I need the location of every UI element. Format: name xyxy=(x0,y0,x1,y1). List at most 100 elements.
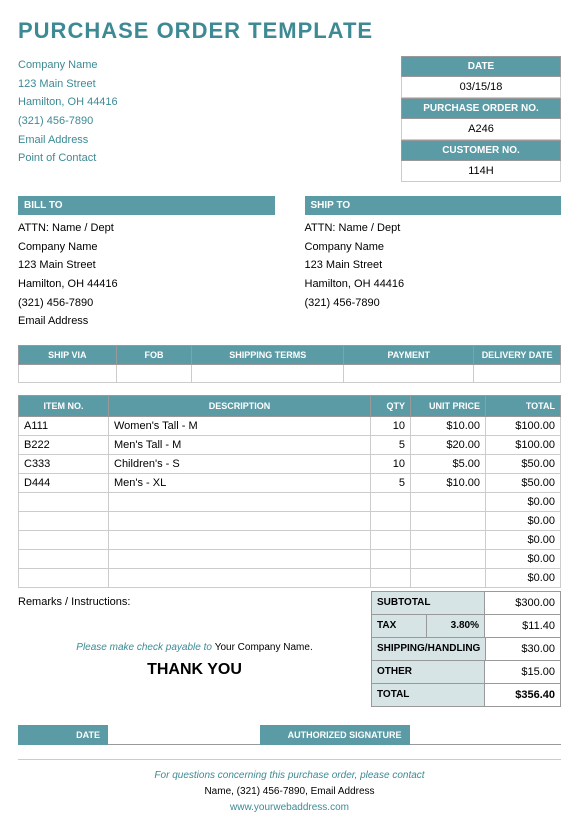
payable-name: Your Company Name. xyxy=(215,642,313,653)
item-row: $0.00 xyxy=(19,493,561,512)
thank-you: THANK YOU xyxy=(18,661,371,679)
price-header: UNIT PRICE xyxy=(411,396,486,417)
subtotal-value: $300.00 xyxy=(485,592,560,614)
item-total: $0.00 xyxy=(486,569,561,588)
shipto-city: Hamilton, OH 44416 xyxy=(305,275,562,294)
totals-box: SUBTOTAL $300.00 TAX 3.80% $11.40 SHIPPI… xyxy=(371,592,561,707)
item-desc xyxy=(109,569,371,588)
other-label: OTHER xyxy=(372,661,485,683)
shipto-street: 123 Main Street xyxy=(305,256,562,275)
billto-header: BILL TO xyxy=(18,196,275,215)
item-no: B222 xyxy=(19,436,109,455)
item-row: $0.00 xyxy=(19,512,561,531)
item-qty: 5 xyxy=(371,474,411,493)
tax-label: TAX xyxy=(372,615,427,637)
shipto-col: SHIP TO ATTN: Name / Dept Company Name 1… xyxy=(305,196,562,331)
item-desc: Men's - XL xyxy=(109,474,371,493)
billto-name: Company Name xyxy=(18,238,275,257)
footer-line2: Name, (321) 456-7890, Email Address xyxy=(18,784,561,800)
signature-row: DATE AUTHORIZED SIGNATURE xyxy=(18,725,561,745)
item-qty xyxy=(371,512,411,531)
item-price: $10.00 xyxy=(411,474,486,493)
item-desc xyxy=(109,550,371,569)
item-row: B222 Men's Tall - M 5 $20.00 $100.00 xyxy=(19,436,561,455)
cust-value: 114H xyxy=(401,161,561,182)
payable-line: Please make check payable to Your Compan… xyxy=(18,642,371,653)
shipto-header: SHIP TO xyxy=(305,196,562,215)
date-header: DATE xyxy=(401,56,561,77)
item-total: $0.00 xyxy=(486,531,561,550)
item-qty xyxy=(371,569,411,588)
tax-pct: 3.80% xyxy=(427,615,485,637)
total-label: TOTAL xyxy=(372,684,485,706)
billto-city: Hamilton, OH 44416 xyxy=(18,275,275,294)
meta-box: DATE 03/15/18 PURCHASE ORDER NO. A246 CU… xyxy=(401,56,561,182)
sign-sig-label: AUTHORIZED SIGNATURE xyxy=(260,725,410,745)
billto-phone: (321) 456-7890 xyxy=(18,294,275,313)
company-info: Company Name 123 Main Street Hamilton, O… xyxy=(18,56,118,182)
header-row: Company Name 123 Main Street Hamilton, O… xyxy=(18,56,561,182)
subtotal-label: SUBTOTAL xyxy=(372,592,485,614)
item-desc xyxy=(109,531,371,550)
total-value: $356.40 xyxy=(485,684,560,706)
qty-header: QTY xyxy=(371,396,411,417)
item-price xyxy=(411,550,486,569)
cust-header: CUSTOMER NO. xyxy=(401,140,561,161)
shipping-row xyxy=(19,365,561,383)
tax-value: $11.40 xyxy=(485,615,560,637)
item-price: $20.00 xyxy=(411,436,486,455)
item-total: $0.00 xyxy=(486,493,561,512)
item-no: A111 xyxy=(19,417,109,436)
billto-col: BILL TO ATTN: Name / Dept Company Name 1… xyxy=(18,196,275,331)
item-row: A111 Women's Tall - M 10 $10.00 $100.00 xyxy=(19,417,561,436)
desc-header: DESCRIPTION xyxy=(109,396,371,417)
total-header: TOTAL xyxy=(486,396,561,417)
ship-value: $30.00 xyxy=(486,638,560,660)
page-title: PURCHASE ORDER TEMPLATE xyxy=(18,18,561,44)
company-email: Email Address xyxy=(18,131,118,150)
item-desc: Men's Tall - M xyxy=(109,436,371,455)
date-value: 03/15/18 xyxy=(401,77,561,98)
item-desc xyxy=(109,493,371,512)
po-header: PURCHASE ORDER NO. xyxy=(401,98,561,119)
item-no xyxy=(19,512,109,531)
item-desc: Women's Tall - M xyxy=(109,417,371,436)
items-table: ITEM NO. DESCRIPTION QTY UNIT PRICE TOTA… xyxy=(18,395,561,588)
item-price xyxy=(411,493,486,512)
item-desc xyxy=(109,512,371,531)
footer-url: www.yourwebaddress.com xyxy=(18,800,561,816)
item-no: C333 xyxy=(19,455,109,474)
other-value: $15.00 xyxy=(485,661,560,683)
company-city: Hamilton, OH 44416 xyxy=(18,93,118,112)
sign-date-field xyxy=(108,725,260,745)
item-price: $5.00 xyxy=(411,455,486,474)
po-value: A246 xyxy=(401,119,561,140)
item-no xyxy=(19,531,109,550)
item-row: $0.00 xyxy=(19,569,561,588)
delivery-header: DELIVERY DATE xyxy=(474,346,561,365)
footer: For questions concerning this purchase o… xyxy=(18,759,561,816)
shipto-attn: ATTN: Name / Dept xyxy=(305,219,562,238)
billto-street: 123 Main Street xyxy=(18,256,275,275)
addresses: BILL TO ATTN: Name / Dept Company Name 1… xyxy=(18,196,561,331)
item-total: $100.00 xyxy=(486,436,561,455)
itemno-header: ITEM NO. xyxy=(19,396,109,417)
item-qty xyxy=(371,531,411,550)
shipto-phone: (321) 456-7890 xyxy=(305,294,562,313)
footer-line1: For questions concerning this purchase o… xyxy=(18,768,561,784)
item-no xyxy=(19,569,109,588)
item-row: $0.00 xyxy=(19,550,561,569)
shipterms-header: SHIPPING TERMS xyxy=(192,346,344,365)
billto-attn: ATTN: Name / Dept xyxy=(18,219,275,238)
shipping-table: SHIP VIA FOB SHIPPING TERMS PAYMENT DELI… xyxy=(18,345,561,383)
item-total: $0.00 xyxy=(486,550,561,569)
item-qty: 10 xyxy=(371,417,411,436)
item-no xyxy=(19,550,109,569)
company-contact: Point of Contact xyxy=(18,149,118,168)
item-total: $0.00 xyxy=(486,512,561,531)
item-total: $100.00 xyxy=(486,417,561,436)
item-price xyxy=(411,569,486,588)
company-street: 123 Main Street xyxy=(18,75,118,94)
billto-email: Email Address xyxy=(18,312,275,331)
item-qty xyxy=(371,493,411,512)
